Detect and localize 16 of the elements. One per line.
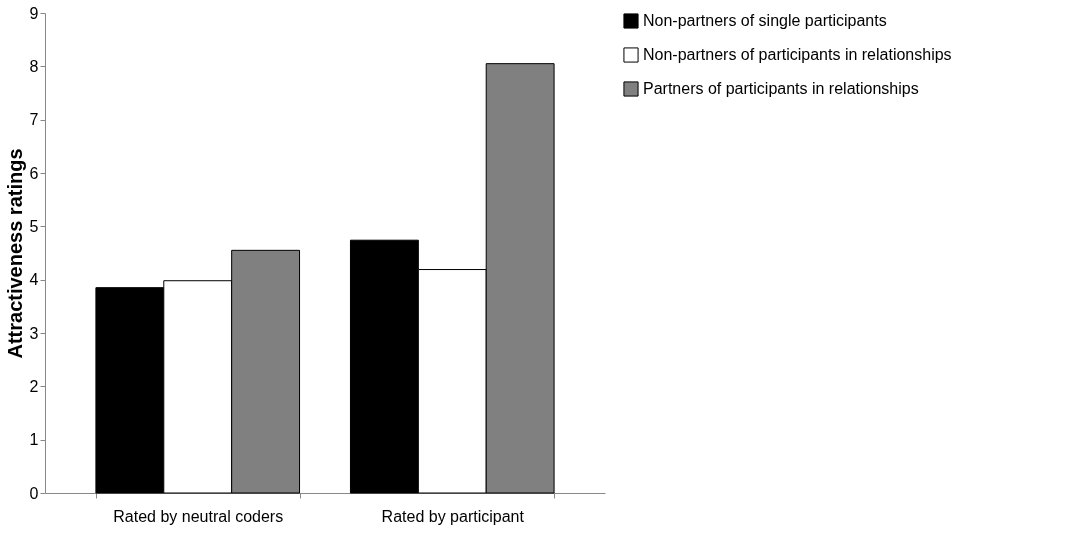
y-tick-label: 4: [29, 271, 39, 289]
y-tick-label: 1: [29, 431, 39, 449]
y-tick-label: 6: [29, 164, 39, 182]
y-tick-label: 7: [29, 111, 39, 129]
legend-label: Non-partners of participants in relationships: [643, 46, 952, 63]
y-axis-title: Attractiveness ratings: [3, 148, 26, 359]
y-tick-label: 2: [29, 377, 39, 395]
y-tick-label: 0: [29, 484, 39, 502]
x-tick-label: Rated by participant: [381, 507, 525, 525]
legend-label: Partners of participants in relationships: [643, 80, 919, 97]
y-tick-label: 3: [29, 324, 39, 342]
y-tick-label: 5: [29, 217, 39, 235]
x-tick-label: Rated by neutral coders: [113, 507, 284, 525]
legend-label: Non-partners of single participants: [643, 12, 887, 29]
y-tick-label: 9: [29, 4, 39, 22]
y-tick-label: 8: [29, 57, 39, 75]
